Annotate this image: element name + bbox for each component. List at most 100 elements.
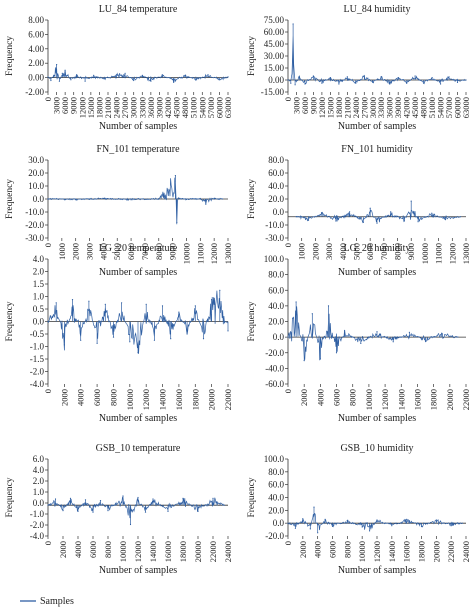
- data-point: [129, 523, 132, 526]
- x-tick-label: 12000: [372, 541, 382, 562]
- data-point: [349, 211, 351, 213]
- data-point: [116, 74, 118, 76]
- x-tick-label: 14000: [396, 389, 406, 410]
- x-axis-label: Number of samples: [338, 413, 416, 424]
- x-tick-label: 3000: [85, 243, 95, 260]
- data-point: [124, 72, 126, 74]
- y-tick-label: -30.0: [25, 233, 44, 243]
- y-tick-label: -4.0: [30, 379, 45, 389]
- x-axis-label: Number of samples: [338, 121, 416, 132]
- x-tick-label: 8000: [342, 541, 352, 558]
- x-tick-label: 51000: [189, 97, 199, 118]
- x-tick-label: 9000: [168, 243, 178, 260]
- x-tick-label: 12000: [317, 97, 327, 118]
- y-tick-label: -1.0: [30, 342, 45, 352]
- data-point: [313, 506, 315, 508]
- y-tick-label: -1.5: [30, 354, 45, 364]
- data-point: [294, 527, 296, 529]
- x-tick-label: 6000: [300, 97, 310, 114]
- y-tick-label: 60.0: [268, 285, 284, 295]
- x-tick-label: 27000: [359, 97, 369, 118]
- x-tick-label: 3000: [291, 97, 301, 114]
- data-point: [456, 81, 459, 83]
- chart-title: FN_101 humidity: [341, 144, 412, 155]
- x-tick-label: 21000: [103, 97, 113, 118]
- data-point: [197, 510, 199, 512]
- data-point: [153, 339, 155, 341]
- data-point: [121, 302, 123, 304]
- data-point: [104, 303, 106, 305]
- y-tick-label: -20.0: [265, 531, 284, 541]
- data-point: [218, 79, 220, 81]
- chart-title: LG_20 temperature: [99, 243, 178, 254]
- data-point: [130, 199, 132, 201]
- x-tick-label: 54000: [436, 97, 446, 118]
- data-point: [122, 495, 124, 497]
- y-tick-label: 60.0: [268, 480, 284, 490]
- y-tick-label: 0.0: [33, 194, 45, 204]
- x-tick-label: 60000: [214, 97, 224, 118]
- data-point: [137, 352, 139, 354]
- y-tick-label: 0.5: [33, 304, 45, 314]
- data-point: [321, 211, 323, 214]
- data-point: [338, 83, 340, 85]
- x-tick-label: 14000: [148, 541, 158, 562]
- y-axis-label: Frequency: [247, 301, 257, 341]
- data-point: [99, 500, 102, 502]
- data-point: [329, 77, 331, 79]
- data-point: [129, 341, 131, 343]
- x-tick-label: 27000: [120, 97, 130, 118]
- data-point: [96, 342, 98, 344]
- data-point: [185, 198, 188, 200]
- chart-panel-7: GSB_10 humidity 100.0 80.0 60.0 40.0 20.0 0.0 -…: [247, 443, 471, 576]
- y-tick-label: 20.0: [268, 194, 284, 204]
- data-point: [290, 82, 292, 84]
- data-point: [295, 301, 297, 303]
- y-tick-label: 1.0: [33, 487, 45, 497]
- x-tick-label: 6000: [328, 541, 338, 558]
- x-tick-label: 0: [43, 389, 53, 393]
- x-tick-label: 21000: [342, 97, 352, 118]
- x-tick-label: 10000: [181, 243, 191, 264]
- data-point: [47, 504, 49, 506]
- legend-label: Samples: [40, 596, 74, 607]
- data-point: [212, 497, 214, 499]
- data-point: [178, 311, 180, 313]
- data-point: [211, 299, 213, 301]
- x-tick-label: 54000: [197, 97, 207, 118]
- x-tick-label: 22000: [461, 389, 471, 410]
- y-tick-label: 20.0: [28, 168, 44, 178]
- y-tick-label: -10.0: [265, 220, 284, 230]
- x-tick-label: 36000: [385, 97, 395, 118]
- x-tick-label: 18000: [94, 97, 104, 118]
- data-point: [287, 522, 289, 524]
- data-point: [355, 82, 357, 84]
- y-axis-label: Frequency: [247, 36, 257, 76]
- data-point: [55, 302, 57, 304]
- data-point: [327, 305, 330, 307]
- x-tick-label: 0: [283, 541, 293, 545]
- data-point: [302, 518, 304, 520]
- x-tick-label: 5000: [112, 243, 122, 260]
- x-tick-label: 57000: [206, 97, 216, 118]
- x-tick-label: 11000: [195, 243, 205, 264]
- data-point: [292, 23, 294, 25]
- x-tick-label: 39000: [393, 97, 403, 118]
- data-point: [177, 197, 179, 199]
- x-tick-label: 0: [283, 243, 293, 247]
- data-point: [441, 332, 443, 334]
- data-point: [423, 82, 425, 84]
- data-point: [107, 510, 109, 512]
- y-tick-label: -20.0: [265, 348, 284, 358]
- data-point: [70, 79, 72, 81]
- data-point: [321, 82, 323, 84]
- x-tick-label: 13000: [461, 243, 471, 264]
- y-tick-label: 4.0: [33, 254, 45, 264]
- x-tick-label: 45000: [172, 97, 182, 118]
- x-tick-label: 24000: [461, 541, 471, 562]
- y-axis-label: Frequency: [247, 477, 257, 517]
- data-point: [307, 219, 310, 221]
- data-point: [397, 77, 399, 79]
- y-tick-label: -60.0: [265, 379, 284, 389]
- data-point: [408, 331, 410, 333]
